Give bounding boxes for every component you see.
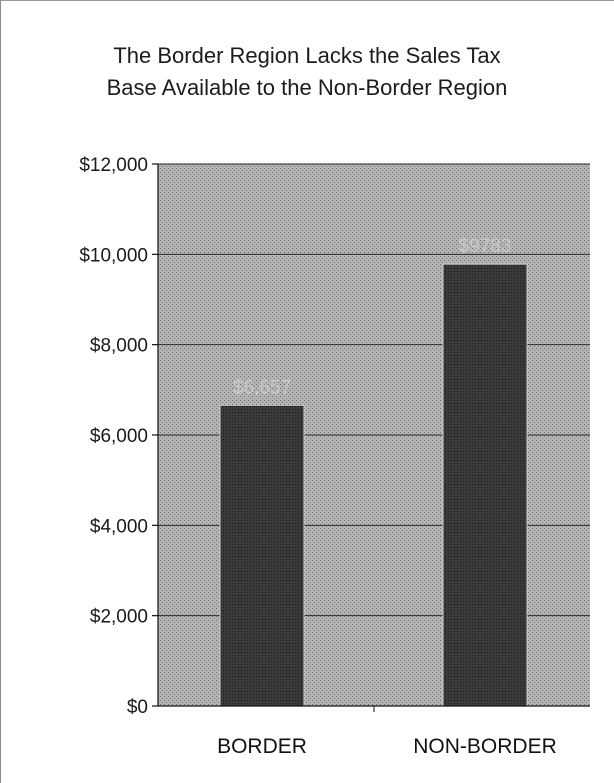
y-tick-label: $8,000 <box>90 336 148 357</box>
chart-title-line-1: The Border Region Lacks the Sales Tax <box>113 43 501 68</box>
y-tick-label: $6,000 <box>90 426 148 447</box>
y-tick-label: $0 <box>127 697 148 718</box>
y-tick-label: $12,000 <box>79 155 148 176</box>
bar <box>442 263 528 707</box>
bar-data-label: $9783 <box>459 236 512 257</box>
x-category-label: NON-BORDER <box>413 735 557 758</box>
chart-title-line-2: Base Available to the Non-Border Region <box>106 75 508 100</box>
x-category-label: BORDER <box>217 735 307 758</box>
bar-data-label: $6,657 <box>233 377 291 398</box>
y-tick-label: $2,000 <box>90 607 148 628</box>
y-tick-label: $4,000 <box>90 516 148 537</box>
y-tick-label: $10,000 <box>79 245 148 266</box>
bar <box>219 404 305 707</box>
